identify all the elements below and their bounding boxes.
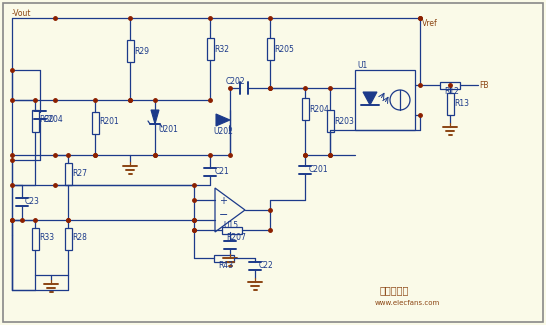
Bar [206,38,213,60]
Bar [64,163,72,185]
Polygon shape [363,92,377,105]
Bar [266,38,274,60]
Text: 电子发烧友: 电子发烧友 [380,285,410,295]
Text: −: − [219,210,228,220]
Text: C202: C202 [226,76,246,85]
Polygon shape [216,114,230,126]
Text: R43: R43 [218,261,233,269]
Bar [32,110,39,132]
Bar [92,112,98,134]
Text: -Vout: -Vout [12,9,32,19]
Text: R203: R203 [334,116,354,125]
Text: FB: FB [479,81,489,89]
Bar [64,228,72,250]
Text: U201: U201 [158,125,178,135]
Text: R205: R205 [274,45,294,54]
Bar [214,254,234,262]
Bar [327,110,334,132]
Bar [127,40,134,62]
Bar [447,93,454,115]
Text: U1: U1 [357,60,367,70]
Text: R32: R32 [214,45,229,54]
Text: C23: C23 [25,198,40,206]
Text: R207: R207 [226,232,246,241]
Text: R12: R12 [444,87,459,97]
Bar [222,227,242,233]
Text: C21: C21 [215,167,230,176]
Text: C22: C22 [259,262,274,270]
Text: +: + [219,196,227,206]
Text: R28: R28 [72,233,87,242]
Text: C204: C204 [44,115,64,124]
Bar [301,98,308,120]
Text: C201: C201 [309,165,329,175]
Text: www.elecfans.com: www.elecfans.com [375,300,440,306]
Text: U202: U202 [213,127,233,136]
Bar [440,82,460,88]
Text: R204: R204 [309,105,329,113]
Text: R33: R33 [39,233,54,242]
Text: R29: R29 [134,46,149,56]
Bar [355,70,415,130]
Bar [32,228,39,250]
Text: R201: R201 [99,116,118,125]
Polygon shape [151,110,159,124]
Text: R30: R30 [39,115,54,124]
Text: U15: U15 [223,222,238,230]
Text: R13: R13 [454,98,469,108]
Text: Vref: Vref [422,19,438,28]
Text: R27: R27 [72,168,87,177]
